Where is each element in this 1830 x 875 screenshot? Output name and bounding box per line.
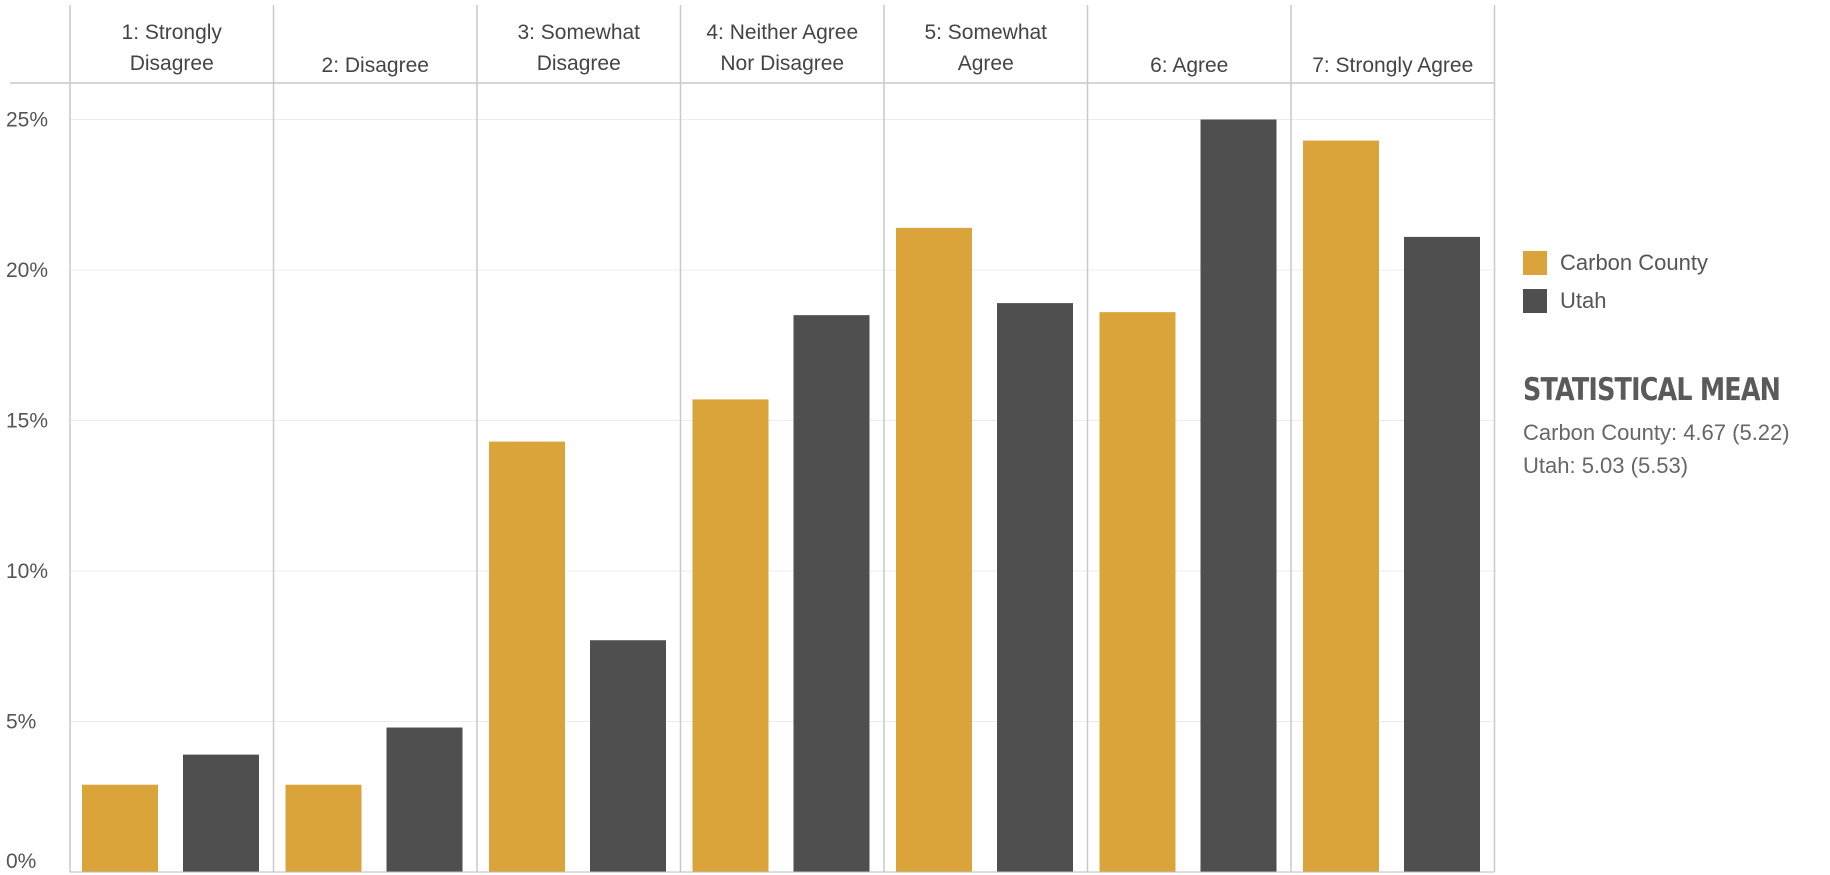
category-label: 7: Strongly Agree xyxy=(1312,54,1473,77)
category-label: 5: Somewhat xyxy=(924,21,1047,44)
bar-carbon-county xyxy=(1303,140,1379,872)
y-tick-label: 15% xyxy=(6,410,48,433)
bar-utah xyxy=(793,315,870,872)
stats-line-carbon-county: Carbon County: 4.67 (5.22) xyxy=(1523,420,1790,445)
bar-carbon-county xyxy=(896,227,972,873)
bar-utah xyxy=(1404,236,1480,872)
category-label: 1: Strongly xyxy=(122,21,223,44)
bar-utah xyxy=(1200,119,1277,872)
bar-chart: 0% 5% 10% 15% 20% 25% 1: Strongly Disagree 2: Di… xyxy=(6,5,1496,873)
bar-utah xyxy=(997,303,1073,872)
category-label: 2: Disagree xyxy=(322,54,429,77)
category-label: Nor Disagree xyxy=(720,52,844,75)
legend-item-utah: Utah xyxy=(1523,282,1708,320)
bar-utah xyxy=(183,754,259,872)
bar-utah xyxy=(386,727,463,872)
y-tick-label: 0% xyxy=(6,850,36,873)
category-label: Agree xyxy=(958,52,1014,75)
bar-carbon-county xyxy=(1099,312,1176,872)
category-label: Disagree xyxy=(130,52,214,75)
bar-carbon-county xyxy=(692,399,769,872)
legend: Carbon County Utah xyxy=(1523,244,1708,320)
y-tick-label: 25% xyxy=(6,109,48,132)
bar-carbon-county xyxy=(285,784,362,872)
stats-line-utah: Utah: 5.03 (5.53) xyxy=(1523,453,1689,478)
category-label: 6: Agree xyxy=(1150,54,1228,77)
category-label: Disagree xyxy=(537,52,621,75)
legend-label-carbon-county: Carbon County xyxy=(1560,250,1708,275)
bar-utah xyxy=(590,640,666,872)
legend-swatch-utah xyxy=(1523,289,1547,313)
legend-swatch-carbon-county xyxy=(1523,251,1547,275)
bar-carbon-county xyxy=(82,784,158,872)
category-label: 4: Neither Agree xyxy=(706,21,858,44)
statistical-mean-panel: STATISTICAL MEAN Carbon County: 4.67 (5.… xyxy=(1523,372,1830,482)
y-tick-label: 10% xyxy=(6,560,48,583)
bar-carbon-county xyxy=(489,441,565,872)
legend-item-carbon-county: Carbon County xyxy=(1523,244,1708,282)
legend-label-utah: Utah xyxy=(1560,288,1607,313)
y-tick-label: 20% xyxy=(6,259,48,282)
category-label: 3: Somewhat xyxy=(517,21,640,44)
statistical-mean-title: STATISTICAL MEAN xyxy=(1523,372,1781,408)
y-tick-label: 5% xyxy=(6,711,36,734)
